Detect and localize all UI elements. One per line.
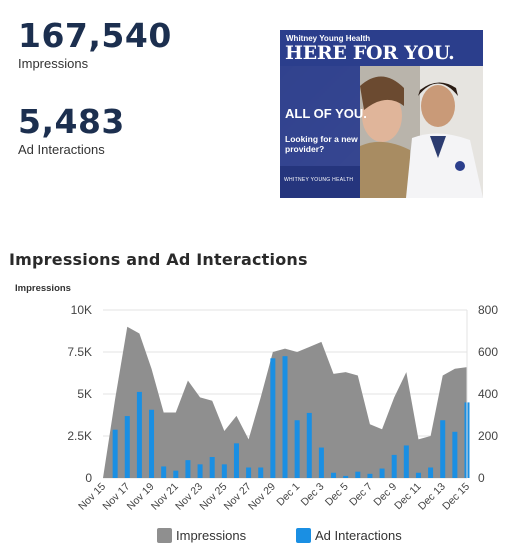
ad-headline: HERE FOR YOU. (285, 42, 455, 64)
ad-interactions-bar (209, 457, 215, 478)
ad-interactions-bar (440, 420, 446, 478)
y-right-tick-label: 200 (478, 429, 498, 443)
kpi-ad-interactions-label: Ad Interactions (18, 142, 105, 157)
ad-brand-text: Whitney Young Health (286, 34, 371, 43)
ad-interactions-bar (403, 445, 409, 478)
ad-interactions-bar (124, 416, 130, 478)
kpi-impressions-value: 167,540 (18, 16, 172, 55)
ad-interactions-bar (270, 358, 276, 478)
ad-interactions-bar (391, 454, 397, 478)
y-left-tick-label: 0 (85, 471, 92, 485)
y-right-tick-label: 400 (478, 387, 498, 401)
legend-swatch-impressions (157, 528, 172, 543)
ad-interactions-bar (161, 466, 167, 478)
chart-title: Impressions and Ad Interactions (9, 250, 308, 269)
y-left-tick-label: 2.5K (67, 429, 92, 443)
x-tick-label: Dec 1 (274, 481, 302, 509)
ad-interactions-bar (136, 391, 142, 478)
ad-interactions-bar (415, 472, 421, 478)
legend-label-ad-interactions: Ad Interactions (315, 528, 402, 543)
kpi-impressions: 167,540 Impressions (18, 16, 172, 72)
ad-photo-image (360, 66, 483, 198)
ad-interactions-bar (221, 464, 227, 478)
y-right-tick-label: 0 (478, 471, 485, 485)
y-right-tick-label: 800 (478, 303, 498, 317)
y-right-tick-label: 600 (478, 345, 498, 359)
ad-interactions-bar (185, 460, 191, 478)
ad-body-text: Looking for a new provider? (285, 134, 358, 154)
ad-interactions-bar (331, 472, 337, 478)
ad-interactions-bar (246, 467, 252, 478)
ad-interactions-bar (173, 470, 179, 478)
ad-interactions-bar (306, 412, 312, 478)
ad-interactions-bar (282, 356, 288, 478)
kpi-ad-interactions-value: 5,483 (18, 102, 125, 141)
x-tick-label: Dec 7 (347, 481, 375, 509)
y-left-tick-label: 7.5K (67, 345, 92, 359)
x-tick-label: Dec 15 (440, 481, 472, 513)
kpi-impressions-label: Impressions (18, 56, 89, 71)
ad-interactions-bar (452, 431, 458, 478)
ad-interactions-bar (149, 409, 155, 478)
chart-y-axis-title: Impressions (15, 283, 71, 294)
legend-item-impressions[interactable]: Impressions (157, 528, 246, 543)
x-tick-label: Nov 29 (246, 481, 278, 513)
ad-interactions-bar (233, 443, 239, 478)
ad-interactions-bar (367, 473, 373, 478)
y-left-tick-label: 5K (77, 387, 92, 401)
ad-interactions-bar (355, 471, 361, 478)
ad-interactions-bar (112, 429, 118, 478)
ad-interactions-bar (343, 475, 349, 478)
ad-subheadline: ALL OF YOU. (285, 106, 367, 121)
ad-interactions-bar (197, 464, 203, 478)
legend-swatch-ad-interactions (296, 528, 311, 543)
kpi-ad-interactions: 5,483 Ad Interactions (18, 102, 125, 158)
x-tick-label: Dec 3 (299, 481, 327, 509)
ad-footer-logo: WHITNEY YOUNG HEALTH (284, 177, 354, 183)
x-tick-label: Dec 5 (323, 481, 351, 509)
legend-item-ad-interactions[interactable]: Ad Interactions (296, 528, 402, 543)
ad-interactions-bar (428, 467, 434, 478)
ad-interactions-bar (379, 468, 385, 478)
legend-label-impressions: Impressions (176, 528, 247, 543)
y-left-tick-label: 10K (71, 303, 92, 317)
ad-interactions-bar (258, 467, 264, 478)
ad-interactions-bar (318, 447, 324, 478)
ad-creative-preview: Whitney Young Health HERE FOR YOU. ALL O… (280, 30, 483, 198)
ad-interactions-bar (294, 420, 300, 478)
